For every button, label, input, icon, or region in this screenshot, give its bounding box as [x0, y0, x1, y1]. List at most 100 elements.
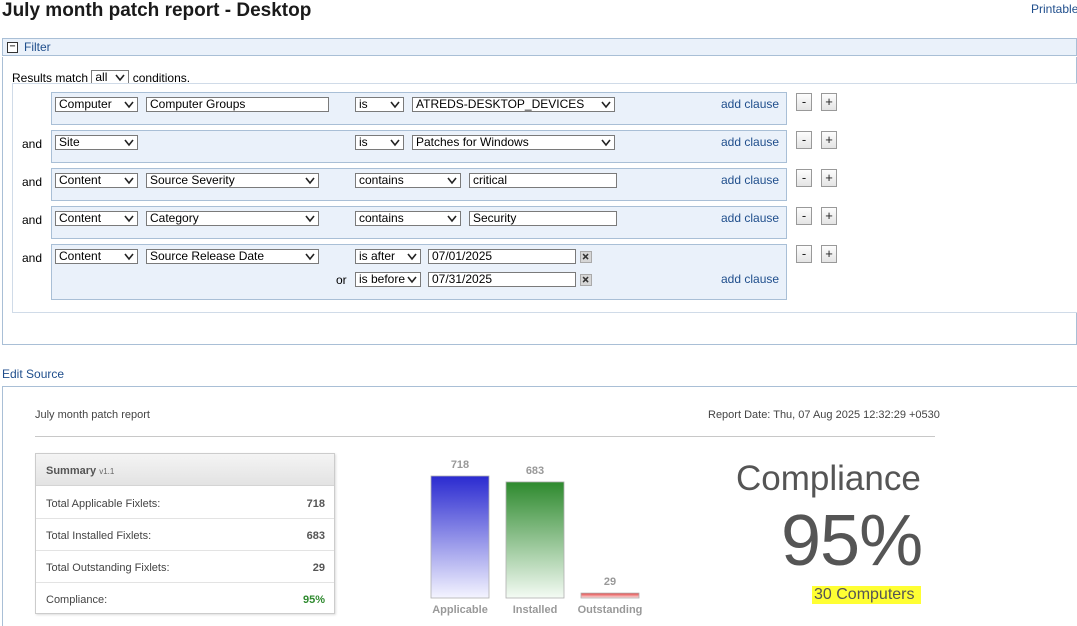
clause-2-category-select[interactable]: Site	[55, 135, 138, 150]
clause-5-add-button[interactable]: +	[821, 245, 837, 263]
chevron-down-icon	[124, 101, 134, 109]
and-label: and	[22, 175, 43, 189]
divider	[35, 436, 935, 437]
chevron-down-icon	[390, 139, 400, 147]
clause-1-operator-select[interactable]: is	[355, 97, 404, 112]
bar-installed	[505, 481, 565, 599]
clause-5-operator-select[interactable]: is after	[355, 249, 421, 264]
bar-category-label: Installed	[513, 604, 558, 616]
chevron-down-icon	[305, 177, 315, 185]
bar-outstanding	[580, 592, 640, 599]
summary-row-value: 718	[306, 498, 325, 510]
summary-row-value: 29	[312, 562, 325, 574]
clause-3-add-button[interactable]: +	[821, 169, 837, 187]
clause-3-operator-select[interactable]: contains	[355, 173, 461, 188]
clause-2-add-clause-link[interactable]: add clause	[721, 135, 780, 149]
clause-row-3: Content Source Severity contains critica…	[51, 168, 787, 201]
clause-5-category-select[interactable]: Content	[55, 249, 138, 264]
clause-1-category-select[interactable]: Computer	[55, 97, 138, 112]
chevron-down-icon	[390, 101, 400, 109]
table-row: Total Outstanding Fixlets: 29	[36, 551, 334, 583]
chevron-down-icon	[305, 253, 315, 261]
chevron-down-icon	[124, 139, 134, 147]
report-date: Report Date: Thu, 07 Aug 2025 12:32:29 +…	[708, 409, 940, 421]
clause-1-remove-button[interactable]: -	[796, 93, 812, 111]
clause-row-4: Content Category contains Security add c…	[51, 206, 787, 239]
clause-4-remove-button[interactable]: -	[796, 207, 812, 225]
clause-4-add-clause-link[interactable]: add clause	[721, 211, 780, 225]
collapse-icon[interactable]: −	[7, 42, 18, 53]
clause-1-add-button[interactable]: +	[821, 93, 837, 111]
clause-3-category-select[interactable]: Content	[55, 173, 138, 188]
filter-header[interactable]: − Filter	[2, 38, 1077, 56]
clause-1-value-select[interactable]: ATREDS-DESKTOP_DEVICES	[412, 97, 615, 112]
clause-4-category-select[interactable]: Content	[55, 211, 138, 226]
table-row: Compliance: 95%	[36, 583, 334, 615]
summary-row-label: Total Outstanding Fixlets:	[46, 562, 170, 574]
chevron-down-icon	[447, 177, 457, 185]
clause-2-value-select[interactable]: Patches for Windows	[412, 135, 615, 150]
bar-applicable	[430, 475, 490, 599]
page-title: July month patch report - Desktop	[2, 0, 312, 21]
or-label: or	[336, 273, 347, 287]
clause-3-remove-button[interactable]: -	[796, 169, 812, 187]
chevron-down-icon	[124, 253, 134, 261]
clause-5-property-select[interactable]: Source Release Date	[146, 249, 319, 264]
chevron-down-icon	[407, 276, 417, 284]
bar-value-label: 718	[451, 459, 469, 471]
bar-value-label: 683	[526, 465, 544, 477]
clear-icon[interactable]	[580, 251, 592, 263]
match-mode-select[interactable]: all	[91, 70, 130, 85]
clause-5-value2-input[interactable]: 07/31/2025	[428, 272, 576, 287]
clause-3-add-clause-link[interactable]: add clause	[721, 173, 780, 187]
printable-link[interactable]: Printable	[1031, 2, 1077, 16]
clause-4-value-input[interactable]: Security	[469, 211, 617, 226]
bar-category-label: Applicable	[432, 604, 488, 616]
chevron-down-icon	[124, 177, 134, 185]
bar-value-label: 29	[604, 576, 616, 588]
clause-row-2: Site is Patches for Windows add clause	[51, 130, 787, 163]
summary-title: Summary v1.1	[46, 465, 115, 477]
edit-source-link[interactable]: Edit Source	[2, 367, 65, 381]
computers-count: 30 Computers	[812, 586, 921, 604]
clause-4-operator-select[interactable]: contains	[355, 211, 461, 226]
chevron-down-icon	[407, 253, 417, 261]
clause-2-operator-select[interactable]: is	[355, 135, 404, 150]
summary-row-label: Compliance:	[46, 594, 108, 606]
fixlet-bar-chart: 718 Applicable 683 Installed 29 Outstanding	[430, 459, 643, 616]
table-row: Total Applicable Fixlets: 718	[36, 487, 334, 519]
clause-5-value-input[interactable]: 07/01/2025	[428, 249, 576, 264]
clause-5-add-clause-link[interactable]: add clause	[721, 272, 780, 286]
results-match-suffix: conditions.	[132, 71, 191, 85]
clear-icon[interactable]	[580, 274, 592, 286]
clause-2-remove-button[interactable]: -	[796, 131, 812, 149]
clause-5-operator2-select[interactable]: is before	[355, 272, 421, 287]
summary-row-label: Total Installed Fixlets:	[46, 530, 152, 542]
and-label: and	[22, 213, 43, 227]
summary-header: Summary v1.1	[36, 454, 334, 486]
clause-4-property-select[interactable]: Category	[146, 211, 319, 226]
chevron-down-icon	[124, 215, 134, 223]
compliance-heading: Compliance	[736, 459, 921, 498]
clause-4-add-button[interactable]: +	[821, 207, 837, 225]
clause-row-5: Content Source Release Date is after 07/…	[51, 244, 787, 300]
chevron-down-icon	[601, 101, 611, 109]
bar-category-label: Outstanding	[578, 604, 643, 616]
chevron-down-icon	[601, 139, 611, 147]
clause-3-property-select[interactable]: Source Severity	[146, 173, 319, 188]
clause-row-1: Computer Computer Groups is ATREDS-DESKT…	[51, 92, 787, 125]
clause-2-add-button[interactable]: +	[821, 131, 837, 149]
summary-row-value: 95%	[302, 594, 325, 606]
clause-1-property-input[interactable]: Computer Groups	[146, 97, 329, 112]
and-label: and	[22, 251, 43, 265]
chevron-down-icon	[447, 215, 457, 223]
and-label: and	[22, 137, 43, 151]
filter-label: Filter	[24, 40, 51, 54]
report-name: July month patch report	[35, 409, 150, 421]
clause-1-add-clause-link[interactable]: add clause	[721, 97, 780, 111]
results-match-row: Results match all conditions.	[12, 67, 190, 85]
clause-5-remove-button[interactable]: -	[796, 245, 812, 263]
summary-row-value: 683	[306, 530, 325, 542]
compliance-percentage: 95%	[781, 501, 923, 581]
clause-3-value-input[interactable]: critical	[469, 173, 617, 188]
